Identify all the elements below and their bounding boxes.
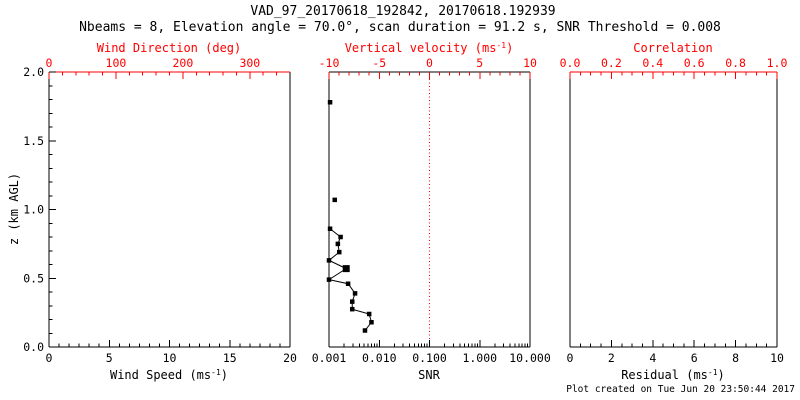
svg-text:100: 100 <box>106 56 127 70</box>
svg-text:2: 2 <box>608 351 615 365</box>
svg-text:10: 10 <box>523 56 537 70</box>
axis-title-sup: -1 <box>707 368 718 377</box>
svg-text:200: 200 <box>172 56 193 70</box>
svg-text:0: 0 <box>426 56 433 70</box>
svg-text:15: 15 <box>223 351 237 365</box>
wind-speed-axis-title: Wind Speed (ms-1) <box>110 368 228 382</box>
svg-text:0: 0 <box>567 351 574 365</box>
svg-text:0.5: 0.5 <box>23 271 44 285</box>
plot-subtitle: Nbeams = 8, Elevation angle = 70.0°, sca… <box>79 20 721 35</box>
axis-title-sup: -1 <box>496 41 507 50</box>
svg-text:4: 4 <box>649 351 656 365</box>
svg-text:5: 5 <box>106 351 113 365</box>
created-timestamp: Plot created on Tue Jun 20 23:50:44 2017 <box>566 384 795 395</box>
svg-text:0: 0 <box>46 351 53 365</box>
svg-text:10.000: 10.000 <box>509 351 551 365</box>
svg-text:-5: -5 <box>372 56 386 70</box>
axis-title-post: ) <box>220 368 229 382</box>
axis-title-sup: -1 <box>211 368 221 377</box>
plot-title: VAD_97_20170618_192842, 20170618.192939 <box>250 4 556 19</box>
vertical-velocity-axis-title: Vertical velocity (ms-1) <box>345 41 514 55</box>
svg-text:300: 300 <box>239 56 260 70</box>
svg-text:0.001: 0.001 <box>312 351 347 365</box>
axis-title-text: Wind Speed (ms <box>109 368 212 382</box>
snr-axis-title: SNR <box>418 368 440 382</box>
svg-text:0.0: 0.0 <box>23 340 44 354</box>
svg-text:1.5: 1.5 <box>23 134 44 148</box>
svg-text:0.0: 0.0 <box>560 56 581 70</box>
axis-title-post: ) <box>506 41 514 55</box>
svg-text:0.8: 0.8 <box>725 56 746 70</box>
svg-text:1.000: 1.000 <box>462 351 497 365</box>
wind-direction-axis-title: Wind Direction (deg) <box>97 41 242 55</box>
axis-title-text: Correlation <box>633 41 713 55</box>
svg-text:-10: -10 <box>319 56 340 70</box>
correlation-axis-title: Correlation <box>633 41 712 55</box>
svg-text:10: 10 <box>163 351 177 365</box>
svg-text:10: 10 <box>770 351 784 365</box>
axis-title-text: SNR <box>418 368 440 382</box>
z-axis-title: z (km AGL) <box>7 172 21 246</box>
axis-title-text: Wind Direction (deg) <box>96 41 242 55</box>
svg-text:1.0: 1.0 <box>23 203 44 217</box>
svg-text:0.010: 0.010 <box>362 351 397 365</box>
axis-title-text: Vertical velocity (ms <box>344 41 497 55</box>
svg-text:5: 5 <box>476 56 483 70</box>
svg-text:20: 20 <box>283 351 297 365</box>
svg-text:1.0: 1.0 <box>767 56 788 70</box>
axis-title-post: ) <box>717 368 725 382</box>
svg-text:8: 8 <box>732 351 739 365</box>
svg-text:6: 6 <box>691 351 698 365</box>
svg-text:0.100: 0.100 <box>412 351 447 365</box>
residual-axis-title: Residual (ms-1) <box>621 368 725 382</box>
svg-text:2.0: 2.0 <box>23 65 44 79</box>
svg-text:0.6: 0.6 <box>684 56 705 70</box>
axis-title-text: Residual (ms <box>621 368 708 382</box>
svg-text:0.4: 0.4 <box>642 56 663 70</box>
svg-text:0: 0 <box>46 56 53 70</box>
svg-text:0.2: 0.2 <box>601 56 622 70</box>
